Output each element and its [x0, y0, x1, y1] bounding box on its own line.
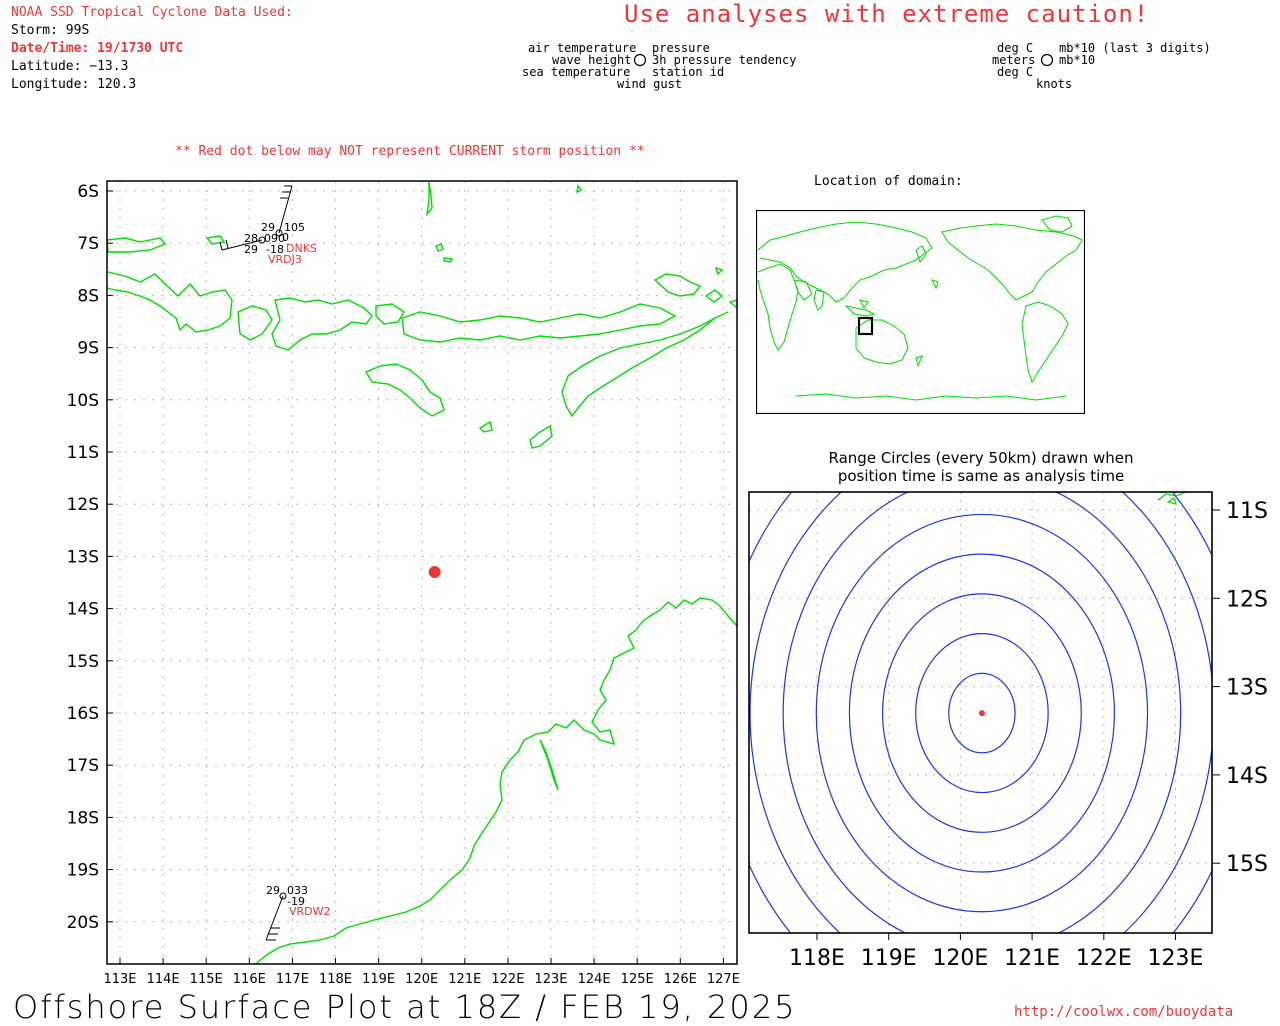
- lon-label: 123E: [534, 972, 567, 987]
- world-coastline: [757, 215, 1083, 401]
- lat-label: 19S: [67, 861, 99, 881]
- lat-label: 11S: [67, 443, 99, 463]
- legend-meters: meters: [992, 53, 1036, 67]
- legend-wind-gust: wind gust: [617, 77, 683, 91]
- legend-station-id: station id: [652, 65, 725, 79]
- lon-label: 120E: [405, 972, 438, 987]
- station-circle-icon: [1040, 53, 1054, 67]
- lon-label: 122E: [491, 972, 524, 987]
- range-title-line1: Range Circles (every 50km) drawn when: [828, 449, 1134, 467]
- inset-title: Location of domain:: [814, 174, 963, 189]
- lon-label: 117E: [276, 972, 309, 987]
- lat-label: 12S: [67, 495, 99, 515]
- station-vrdw2-pressure: 033: [287, 884, 308, 897]
- lon-label: 124E: [578, 972, 611, 987]
- station-circle-icon: [633, 53, 647, 67]
- main-map-tick-labels: 6S 7S 8S 9S 10S 11S 12S 13S 14S 15S 16S 17S 18S 19S 20…: [67, 182, 740, 987]
- legend-sea-temperature: sea temperature: [522, 65, 631, 79]
- latitude: Latitude: −13.3: [11, 59, 129, 74]
- main-map-grid: [107, 181, 737, 964]
- legend-mb-last3: mb*10 (last 3 digits): [1059, 41, 1211, 55]
- lat-label: 17S: [67, 756, 99, 776]
- storm-position-dot: [428, 566, 441, 579]
- lat-label: 7S: [77, 234, 99, 254]
- legend-knots: knots: [1036, 77, 1073, 91]
- lat-label: 15S: [67, 652, 99, 672]
- lat-label: 13S: [67, 547, 99, 567]
- station-dnks-temp: 29: [261, 221, 275, 234]
- lon-label: 119E: [362, 972, 395, 987]
- lat-label: 18S: [67, 808, 99, 828]
- legend-pressure-tendency: 3h pressure tendency: [652, 53, 797, 67]
- station-dnks-id: DNKS: [286, 242, 317, 255]
- longitude: Longitude: 120.3: [11, 77, 137, 92]
- station-vrdw2-tendency: -19: [287, 895, 305, 908]
- source-url-link[interactable]: http://coolwx.com/buoydata: [1014, 1004, 1234, 1020]
- station-vrdj3-temp: 28: [244, 232, 258, 245]
- legend-wave-height: wave height: [552, 53, 632, 67]
- legend-mb10: mb*10: [1059, 53, 1096, 67]
- domain-locator-box: [857, 316, 874, 336]
- lon-label: 114E: [147, 972, 180, 987]
- lon-label: 116E: [233, 972, 266, 987]
- lat-label: 6S: [77, 182, 99, 202]
- main-map-frame: [106, 180, 738, 965]
- location-inset-map: [756, 210, 1085, 414]
- legend-pressure: pressure: [652, 41, 710, 55]
- station-vrdw2-id: VRDW2: [289, 905, 331, 918]
- lat-label: 20S: [67, 913, 99, 933]
- station-dnks-pressure: 105: [284, 221, 305, 234]
- storm-id: Storm: 99S: [11, 23, 90, 38]
- station-dnks-tendency: 0: [282, 231, 289, 244]
- lon-label: 115E: [190, 972, 223, 987]
- coastline: [106, 181, 738, 965]
- legend-deg-c-1: deg C: [997, 41, 1034, 55]
- station-vrdj3-id: VRDJ3: [268, 253, 302, 266]
- lon-label: 113E: [103, 972, 136, 987]
- lat-label: 14S: [67, 600, 99, 620]
- source-title: NOAA SSD Tropical Cyclone Data Used:: [11, 5, 293, 20]
- caution-warning: Use analyses with extreme caution!: [624, 0, 1150, 28]
- lon-label: 118E: [319, 972, 352, 987]
- lon-label: 127E: [707, 972, 740, 987]
- station-vrdw2-temp: 29: [266, 884, 280, 897]
- lon-label: 125E: [621, 972, 654, 987]
- storm-position-notice: ** Red dot below may NOT represent CURRE…: [175, 144, 645, 159]
- lon-label: 121E: [448, 972, 481, 987]
- station-plot-south: [265, 892, 287, 941]
- station-vrdj3-tendency: -18: [266, 243, 284, 256]
- lon-label: 126E: [664, 972, 697, 987]
- date-time: Date/Time: 19/1730 UTC: [11, 41, 184, 56]
- lat-label: 8S: [77, 286, 99, 306]
- legend-air-temperature: air temperature: [528, 41, 637, 55]
- station-plot-north: [219, 185, 293, 251]
- lat-label: 10S: [67, 391, 99, 411]
- range-title-line2: position time is same as analysis time: [837, 467, 1125, 485]
- legend-deg-c-2: deg C: [997, 65, 1034, 79]
- plot-title: Offshore Surface Plot at 18Z / FEB 19, 2…: [13, 988, 797, 1026]
- lat-label: 16S: [67, 704, 99, 724]
- station-vrdj3-seatemp: 29: [244, 243, 258, 256]
- lat-label: 9S: [77, 339, 99, 359]
- station-vrdj3-pressure: 090: [264, 232, 285, 245]
